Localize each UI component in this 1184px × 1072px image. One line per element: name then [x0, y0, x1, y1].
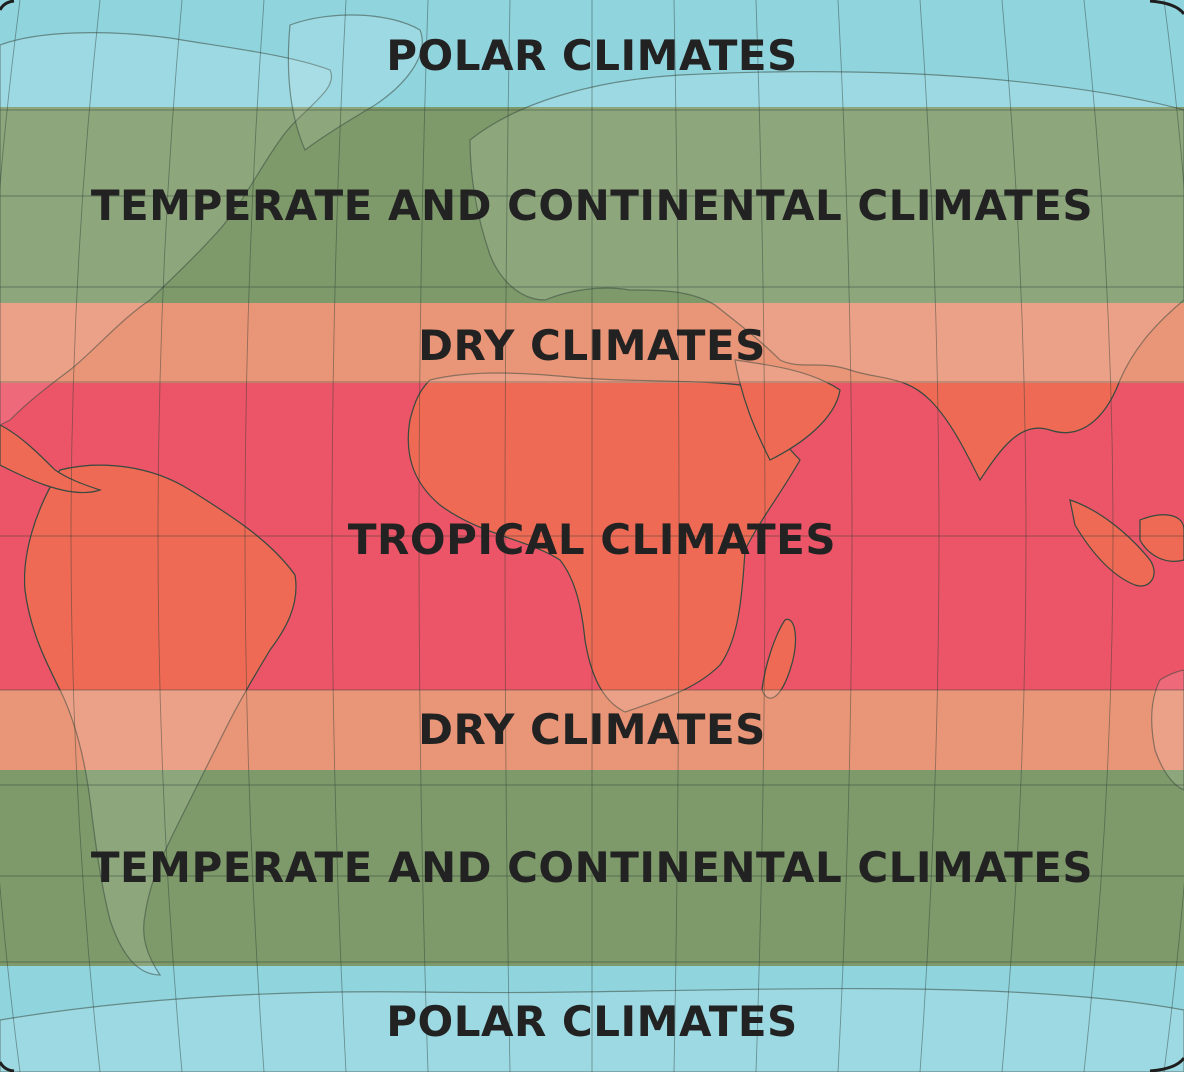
- label-temperate-north: TEMPERATE AND CONTINENTAL CLIMATES: [90, 181, 1094, 230]
- label-polar-north: POLAR CLIMATES: [386, 31, 798, 80]
- antarctica-landmass: [0, 987, 1184, 1072]
- band-temperate-north: [0, 107, 1184, 303]
- label-tropical: TROPICAL CLIMATES: [347, 515, 837, 564]
- band-dry-north: [0, 303, 1184, 383]
- australia-landmass: [1151, 669, 1184, 791]
- band-polar-north: [0, 0, 1184, 107]
- label-dry-north: DRY CLIMATES: [418, 321, 766, 370]
- band-polar-south: [0, 966, 1184, 1072]
- label-polar-south: POLAR CLIMATES: [386, 997, 798, 1046]
- label-dry-south: DRY CLIMATES: [418, 705, 766, 754]
- label-temperate-south: TEMPERATE AND CONTINENTAL CLIMATES: [90, 843, 1094, 892]
- band-dry-south: [0, 690, 1184, 770]
- tropical-land-tint: [0, 383, 1184, 690]
- greenland-landmass: [287, 14, 423, 151]
- north-america-landmass: [0, 32, 333, 426]
- band-temperate-south: [0, 770, 1184, 966]
